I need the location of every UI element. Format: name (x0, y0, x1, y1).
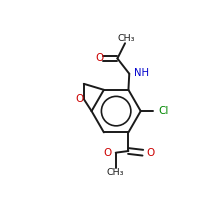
Text: CH₃: CH₃ (117, 34, 135, 43)
Text: NH: NH (134, 68, 149, 78)
Text: O: O (95, 53, 103, 64)
Text: CH₃: CH₃ (107, 168, 125, 177)
Text: O: O (104, 148, 112, 158)
Text: O: O (75, 94, 83, 104)
Text: O: O (147, 148, 155, 158)
Text: Cl: Cl (158, 106, 169, 116)
